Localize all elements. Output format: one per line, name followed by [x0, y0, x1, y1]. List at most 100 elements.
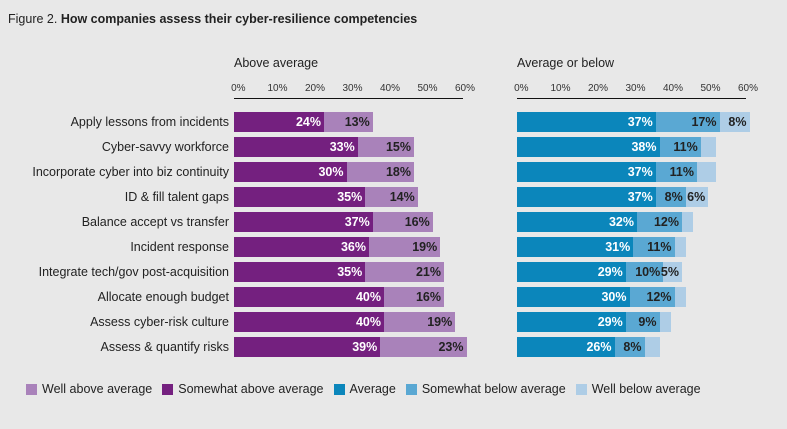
data-label: 12% [646, 290, 672, 304]
average-or-below-axis-line [517, 98, 746, 99]
data-label: 11% [647, 240, 672, 254]
bar-segment-well-below: 8% [719, 112, 750, 132]
bar-segment-somewhat-above: 40% [234, 287, 384, 307]
data-label: 29% [597, 315, 623, 329]
legend-item: Average [333, 382, 396, 396]
bar-segment-well-below [682, 212, 694, 232]
data-label: 38% [631, 140, 657, 154]
bar-segment-somewhat-below: 10% [625, 262, 664, 282]
bar-segment-well-above: 15% [357, 137, 414, 157]
above-average-panel-title: Above average [234, 56, 319, 70]
data-label: 39% [352, 340, 378, 354]
legend-label: Somewhat below average [421, 382, 566, 396]
bar-segment-well-above: 18% [346, 162, 414, 182]
data-label: 21% [415, 265, 441, 279]
data-label: 8% [623, 340, 642, 354]
bar-segment-average: 32% [517, 212, 637, 232]
category-label: Cyber-savvy workforce [101, 140, 229, 154]
data-label: 37% [627, 165, 653, 179]
above-average-tick-label: 40% [379, 83, 401, 94]
legend-item: Well below average [575, 382, 701, 396]
data-label: 35% [337, 265, 363, 279]
bar-segment-average: 38% [517, 137, 660, 157]
bar-segment-well-above: 21% [365, 262, 444, 282]
bar-segment-somewhat-below: 8% [655, 187, 686, 207]
bar-segment-well-above: 16% [372, 212, 433, 232]
category-label: Assess & quantify risks [100, 340, 229, 354]
data-label: 11% [669, 165, 694, 179]
data-label: 31% [605, 240, 631, 254]
average-or-below-tick-label: 40% [662, 83, 684, 94]
bar-segment-average: 37% [517, 187, 656, 207]
data-label: 36% [340, 240, 366, 254]
bar-segment-average: 37% [517, 162, 656, 182]
category-label: ID & fill talent gaps [124, 190, 229, 204]
bar-segment-well-above: 13% [324, 112, 373, 132]
data-label: 37% [627, 190, 653, 204]
data-label: 12% [653, 215, 679, 229]
figure-title: How companies assess their cyber-resilie… [60, 12, 418, 26]
legend-swatch [26, 383, 37, 395]
legend-label: Well above average [42, 382, 153, 396]
data-label: 15% [385, 140, 411, 154]
bar-segment-somewhat-below: 17% [655, 112, 720, 132]
average-or-below-tick-label: 30% [625, 83, 646, 94]
data-label: 16% [404, 215, 430, 229]
data-label: 30% [601, 290, 627, 304]
bar-segment-somewhat-below: 8% [614, 337, 645, 357]
data-label: 32% [608, 215, 634, 229]
data-label: 9% [638, 315, 657, 329]
data-label: 35% [337, 190, 363, 204]
category-label: Incorporate cyber into biz continuity [32, 165, 229, 179]
data-label: 18% [385, 165, 411, 179]
average-or-below-tick-label: 50% [700, 83, 721, 94]
bar-segment-well-below [700, 137, 716, 157]
legend-item: Somewhat below average [405, 382, 566, 396]
bar-segment-somewhat-above: 30% [234, 162, 347, 182]
bar-segment-somewhat-below: 9% [625, 312, 660, 332]
data-label: 8% [728, 115, 747, 129]
data-label: 26% [586, 340, 612, 354]
bar-segment-somewhat-below: 11% [659, 137, 701, 157]
bar-segment-well-below [659, 312, 671, 332]
bar-segment-well-above: 14% [365, 187, 418, 207]
data-label: 13% [344, 115, 370, 129]
bar-segment-well-above: 19% [369, 237, 441, 257]
bar-segment-somewhat-above: 40% [234, 312, 384, 332]
bar-segment-average: 37% [517, 112, 656, 132]
category-label: Integrate tech/gov post-acquisition [38, 265, 229, 279]
bar-segment-well-below [697, 162, 716, 182]
bar-segment-somewhat-above: 39% [234, 337, 381, 357]
bar-segment-somewhat-above: 33% [234, 137, 358, 157]
data-label: 19% [427, 315, 453, 329]
data-label: 30% [318, 165, 344, 179]
bar-segment-average: 31% [517, 237, 634, 257]
bar-segment-average: 29% [517, 312, 626, 332]
data-label: 8% [664, 190, 683, 204]
data-label: 23% [438, 340, 464, 354]
legend-swatch [405, 383, 417, 395]
above-average-tick-label: 10% [267, 83, 288, 94]
data-label: 16% [415, 290, 441, 304]
legend-label: Somewhat above average [178, 382, 324, 396]
bar-segment-well-below [674, 287, 686, 307]
above-average-tick-label: 60% [454, 83, 476, 94]
category-label: Balance accept vs transfer [81, 215, 229, 229]
category-label: Incident response [130, 240, 229, 254]
average-or-below-panel-title: Average or below [517, 56, 615, 70]
bar-segment-well-below [644, 337, 660, 357]
above-average-tick-label: 0% [231, 83, 246, 94]
average-or-below-tick-label: 10% [550, 83, 571, 94]
category-label: Assess cyber-risk culture [90, 315, 229, 329]
figure-number: Figure 2. [8, 12, 58, 26]
bar-segment-well-below: 6% [685, 187, 709, 207]
legend: Well above average Somewhat above average… [26, 382, 711, 396]
bar-segment-somewhat-above: 24% [234, 112, 324, 132]
average-or-below-tick-label: 0% [514, 83, 529, 94]
data-label: 10% [635, 265, 661, 279]
data-label: 5% [660, 265, 679, 279]
above-average-tick-label: 20% [304, 83, 326, 94]
bar-segment-somewhat-below: 12% [629, 287, 675, 307]
bar-segment-well-below [674, 237, 686, 257]
legend-swatch [333, 383, 345, 395]
